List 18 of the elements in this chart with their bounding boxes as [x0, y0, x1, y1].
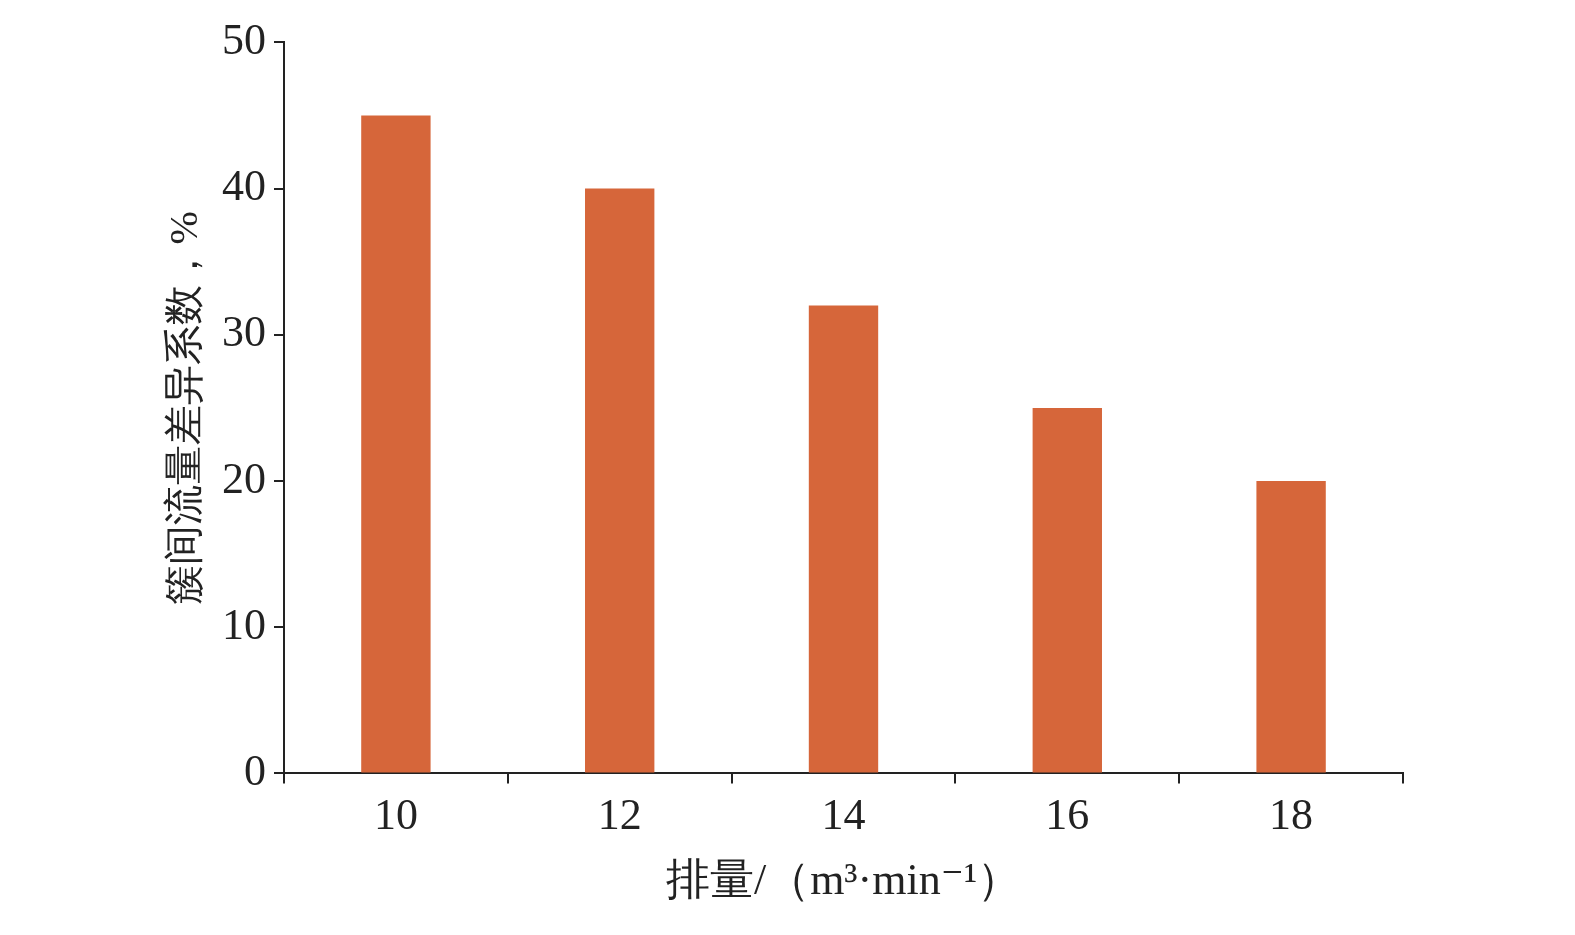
x-tick-label: 12: [597, 790, 642, 840]
bar: [585, 188, 655, 773]
y-tick-label: 0: [244, 745, 266, 795]
y-tick-label: 30: [222, 307, 266, 357]
y-tick-label: 20: [222, 453, 266, 503]
x-tick-label: 18: [1269, 790, 1314, 840]
x-tick-label: 10: [373, 790, 418, 840]
x-tick-label: 14: [821, 790, 866, 840]
bar: [361, 115, 431, 773]
y-axis-title: 簇间流量差异系数，%: [160, 211, 206, 605]
x-tick-label: 16: [1045, 790, 1090, 840]
bar: [808, 305, 879, 773]
bar: [1032, 407, 1102, 773]
x-axis-title: 排量/（m³·min⁻¹）: [665, 855, 1022, 905]
y-tick-label: 50: [222, 14, 266, 64]
y-tick-label: 40: [222, 161, 266, 211]
y-tick-label: 10: [222, 599, 266, 649]
bar: [1256, 481, 1326, 773]
